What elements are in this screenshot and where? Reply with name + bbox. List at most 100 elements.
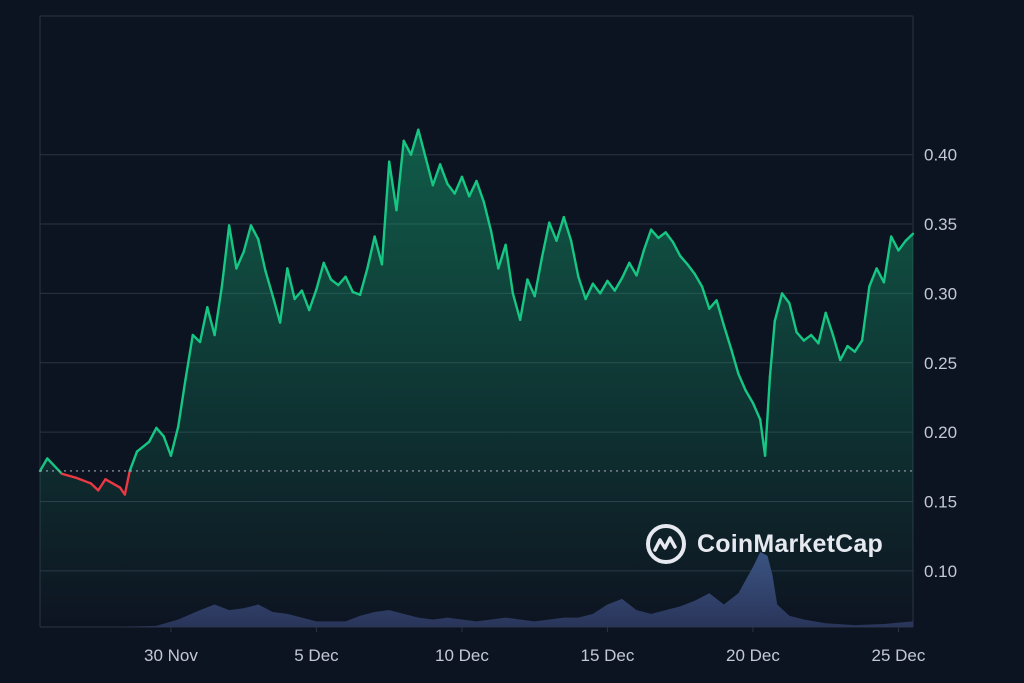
x-tick-label: 30 Nov	[144, 646, 198, 665]
price-segment-up	[518, 278, 529, 321]
price-segment-down	[60, 472, 78, 480]
price-segment-up	[307, 288, 318, 312]
price-segment-up	[875, 267, 886, 284]
price-segment-up	[802, 333, 813, 342]
price-segment-up	[162, 435, 173, 457]
price-segment-up	[809, 333, 820, 345]
price-segment-up	[700, 285, 711, 310]
price-segment-up	[831, 333, 842, 362]
area-layer	[40, 129, 913, 627]
price-segment-up	[548, 221, 558, 242]
price-segment-down	[104, 478, 122, 489]
price-segment-up	[679, 254, 689, 266]
price-segment-up	[155, 426, 165, 438]
price-segment-up	[135, 440, 151, 453]
price-segment-up	[468, 179, 478, 198]
price-segment-up	[511, 292, 522, 321]
price-segment-up	[128, 450, 139, 473]
price-segment-up	[613, 276, 624, 292]
price-segment-up	[198, 306, 209, 344]
price-segment-up	[591, 282, 602, 295]
x-tick-label: 5 Dec	[294, 646, 339, 665]
price-segment-up	[489, 229, 500, 270]
watermark: CoinMarketCap	[645, 523, 883, 565]
price-segment-up	[293, 289, 304, 301]
y-tick-label: 0.30	[924, 284, 957, 303]
price-segment-up	[315, 261, 325, 291]
price-segment-up	[380, 160, 391, 266]
y-axis-ticks: 0.10 0.15 0.20 0.25 0.30 0.35 0.40	[924, 146, 957, 581]
price-segment-up	[184, 333, 194, 381]
price-segment-up	[686, 263, 696, 276]
y-tick-label: 0.10	[924, 562, 957, 581]
price-segment-up	[540, 221, 551, 259]
price-segment-up	[598, 279, 609, 295]
price-segment-up	[860, 285, 871, 342]
x-tick-label: 15 Dec	[581, 646, 635, 665]
price-segment-up	[729, 347, 740, 376]
price-segment-up	[453, 175, 464, 195]
price-segment-up	[737, 372, 747, 392]
price-segment-up	[824, 311, 835, 337]
y-tick-label: 0.35	[924, 215, 957, 234]
price-segment-up	[264, 270, 274, 298]
price-segment-up	[206, 306, 216, 337]
price-segment-up	[642, 228, 653, 252]
watermark-text: CoinMarketCap	[697, 529, 883, 558]
price-segment-down	[123, 469, 131, 496]
price-segment-up	[373, 235, 384, 266]
price-segment-up	[526, 278, 536, 298]
price-segment-up	[337, 275, 347, 287]
price-segment-up	[242, 224, 253, 254]
price-segment-up	[249, 224, 260, 241]
price-segment-up	[904, 232, 915, 242]
coinmarketcap-logo-icon	[646, 524, 686, 564]
x-axis-ticks: 30 Nov 5 Dec 10 Dec 15 Dec 20 Dec 25 Dec	[144, 627, 926, 665]
price-segment-up	[708, 299, 718, 310]
price-segment-up	[504, 243, 515, 295]
price-segment-up	[351, 290, 362, 296]
price-segment-up	[853, 339, 864, 353]
price-segment-up	[177, 378, 187, 428]
price-segment-up	[868, 267, 878, 288]
price-segment-up	[882, 235, 893, 284]
price-segment-up	[788, 301, 798, 334]
price-segment-up	[839, 344, 849, 362]
y-tick-label: 0.15	[924, 492, 957, 511]
y-tick-label: 0.25	[924, 354, 957, 373]
price-segment-up	[620, 261, 631, 280]
price-segment-up	[475, 179, 485, 204]
price-segment-up	[606, 279, 616, 292]
price-segment-up	[751, 401, 762, 421]
price-segment-up	[795, 331, 806, 342]
price-segment-up	[846, 344, 856, 353]
price-segment-up	[395, 139, 405, 212]
price-segment-up	[763, 375, 772, 457]
price-segment-up	[344, 275, 355, 294]
price-segment-up	[286, 267, 296, 301]
price-segment-up	[169, 425, 180, 457]
price-segment-up	[358, 267, 369, 296]
price-segment-up	[424, 156, 435, 187]
price-segment-up	[773, 292, 784, 323]
price-segment-down	[75, 476, 93, 485]
price-segment-up	[693, 272, 704, 288]
price-segment-up	[235, 250, 245, 270]
price-segment-up	[409, 128, 420, 156]
price-segment-up	[497, 243, 507, 270]
price-segment-up	[817, 311, 827, 345]
price-segment-up	[220, 224, 231, 288]
price-segment-up	[649, 228, 660, 240]
price-segment-up	[227, 224, 238, 270]
price-segment-up	[322, 261, 333, 281]
price-segment-up	[278, 267, 289, 324]
price-segment-up	[569, 239, 580, 278]
x-tick-label: 25 Dec	[872, 646, 926, 665]
price-segment-up	[431, 163, 442, 187]
price-segment-down	[96, 478, 107, 492]
price-segment-up	[300, 289, 311, 312]
price-segment-up	[402, 139, 413, 156]
price-segment-up	[147, 426, 158, 444]
price-segment-up	[664, 231, 675, 244]
x-tick-label: 20 Dec	[726, 646, 780, 665]
